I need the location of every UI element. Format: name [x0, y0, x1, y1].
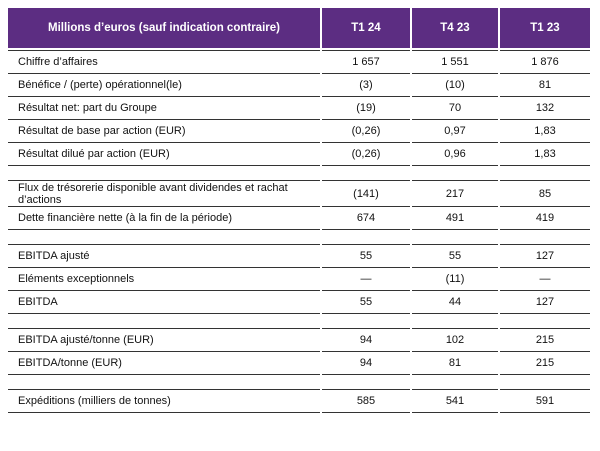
- value-cell: (19): [322, 97, 410, 120]
- value-cell: 81: [500, 74, 590, 97]
- financial-table: Millions d’euros (sauf indication contra…: [6, 8, 592, 413]
- row-label: Dette financière nette (à la fin de la p…: [8, 207, 320, 230]
- value-cell: 585: [322, 389, 410, 413]
- table-row: Résultat de base par action (EUR) (0,26) 0…: [8, 120, 590, 143]
- table-row: Résultat dilué par action (EUR) (0,26) 0,9…: [8, 143, 590, 166]
- table-row: EBITDA 55 44 127: [8, 291, 590, 314]
- row-label: Eléments exceptionnels: [8, 268, 320, 291]
- table-body: Chiffre d’affaires 1 657 1 551 1 876 Bénéfic…: [8, 48, 590, 413]
- value-cell: 55: [412, 244, 498, 268]
- value-cell: (10): [412, 74, 498, 97]
- value-cell: —: [322, 268, 410, 291]
- spacer-cell: [8, 230, 590, 244]
- table-header: Millions d’euros (sauf indication contra…: [8, 8, 590, 48]
- spacer-cell: [8, 375, 590, 389]
- spacer-cell: [8, 314, 590, 328]
- value-cell: 1 551: [412, 50, 498, 74]
- row-label: Flux de trésorerie disponible avant divi…: [8, 180, 320, 207]
- row-label: EBITDA: [8, 291, 320, 314]
- header-column: T1 23: [500, 8, 590, 48]
- table-row: Flux de trésorerie disponible avant divi…: [8, 180, 590, 207]
- value-cell: 541: [412, 389, 498, 413]
- row-label: EBITDA ajusté: [8, 244, 320, 268]
- value-cell: 217: [412, 180, 498, 207]
- value-cell: 81: [412, 352, 498, 375]
- header-label: Millions d’euros (sauf indication contra…: [8, 8, 320, 48]
- value-cell: 132: [500, 97, 590, 120]
- value-cell: 94: [322, 352, 410, 375]
- spacer-row: [8, 375, 590, 389]
- row-label: EBITDA ajusté/tonne (EUR): [8, 328, 320, 352]
- spacer-row: [8, 166, 590, 180]
- header-column: T4 23: [412, 8, 498, 48]
- table-row: EBITDA ajusté/tonne (EUR) 94 102 215: [8, 328, 590, 352]
- table-row: Résultat net: part du Groupe (19) 70 132: [8, 97, 590, 120]
- spacer-row: [8, 314, 590, 328]
- value-cell: (3): [322, 74, 410, 97]
- value-cell: 102: [412, 328, 498, 352]
- row-label: Résultat dilué par action (EUR): [8, 143, 320, 166]
- value-cell: (141): [322, 180, 410, 207]
- table-row: EBITDA ajusté 55 55 127: [8, 244, 590, 268]
- table-row: Dette financière nette (à la fin de la p…: [8, 207, 590, 230]
- value-cell: 70: [412, 97, 498, 120]
- value-cell: 1,83: [500, 120, 590, 143]
- value-cell: —: [500, 268, 590, 291]
- value-cell: 127: [500, 291, 590, 314]
- row-label: Résultat net: part du Groupe: [8, 97, 320, 120]
- value-cell: 491: [412, 207, 498, 230]
- row-label: Bénéfice / (perte) opérationnel(le): [8, 74, 320, 97]
- spacer-row: [8, 230, 590, 244]
- header-column: T1 24: [322, 8, 410, 48]
- row-label: Résultat de base par action (EUR): [8, 120, 320, 143]
- table-row: Chiffre d’affaires 1 657 1 551 1 876: [8, 50, 590, 74]
- value-cell: 0,96: [412, 143, 498, 166]
- value-cell: 44: [412, 291, 498, 314]
- value-cell: 215: [500, 352, 590, 375]
- value-cell: 674: [322, 207, 410, 230]
- table-row: EBITDA/tonne (EUR) 94 81 215: [8, 352, 590, 375]
- value-cell: 419: [500, 207, 590, 230]
- value-cell: 0,97: [412, 120, 498, 143]
- row-label: Expéditions (milliers de tonnes): [8, 389, 320, 413]
- value-cell: 55: [322, 244, 410, 268]
- table-row: Expéditions (milliers de tonnes) 585 541 59…: [8, 389, 590, 413]
- value-cell: 127: [500, 244, 590, 268]
- value-cell: 85: [500, 180, 590, 207]
- header-row: Millions d’euros (sauf indication contra…: [8, 8, 590, 48]
- value-cell: 94: [322, 328, 410, 352]
- value-cell: 1,83: [500, 143, 590, 166]
- table-row: Bénéfice / (perte) opérationnel(le) (3) (1…: [8, 74, 590, 97]
- value-cell: 591: [500, 389, 590, 413]
- value-cell: (0,26): [322, 120, 410, 143]
- value-cell: 55: [322, 291, 410, 314]
- value-cell: (0,26): [322, 143, 410, 166]
- value-cell: 215: [500, 328, 590, 352]
- row-label: Chiffre d’affaires: [8, 50, 320, 74]
- table-row: Eléments exceptionnels — (11) —: [8, 268, 590, 291]
- spacer-cell: [8, 166, 590, 180]
- table-container: Millions d’euros (sauf indication contra…: [8, 8, 592, 413]
- value-cell: (11): [412, 268, 498, 291]
- row-label: EBITDA/tonne (EUR): [8, 352, 320, 375]
- value-cell: 1 876: [500, 50, 590, 74]
- value-cell: 1 657: [322, 50, 410, 74]
